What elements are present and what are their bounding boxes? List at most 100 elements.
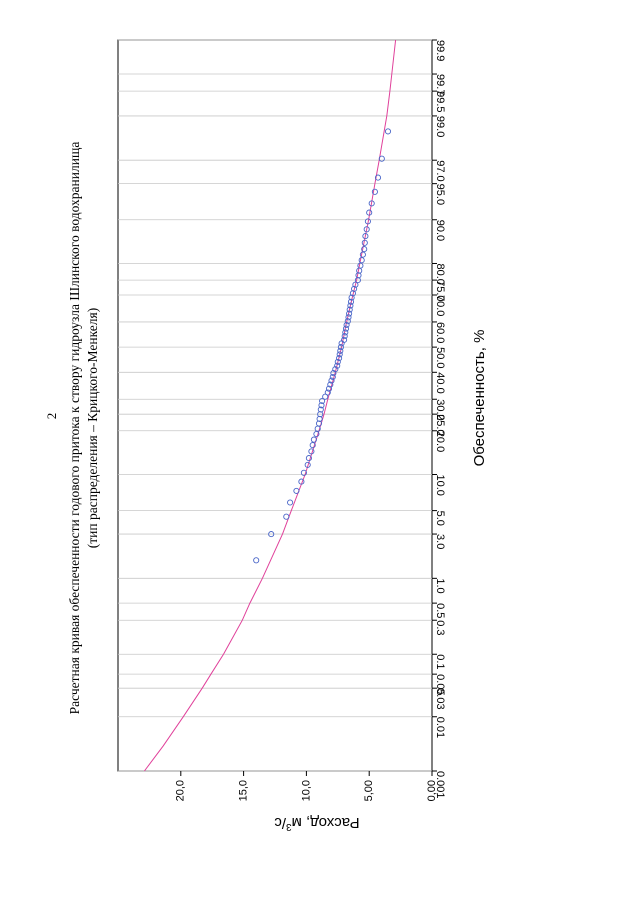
y-tick-label: 10,0 bbox=[300, 780, 312, 801]
x-tick-label: 99.7 bbox=[434, 74, 446, 95]
x-tick-label: 0.01 bbox=[434, 717, 446, 738]
empirical-data-point bbox=[317, 411, 324, 418]
empirical-data-point bbox=[378, 155, 385, 162]
y-tick-label: 15,0 bbox=[238, 780, 250, 801]
x-tick-label: 3.0 bbox=[434, 534, 446, 549]
empirical-data-point bbox=[344, 318, 351, 325]
empirical-data-point bbox=[324, 389, 331, 396]
x-tick-label: 60.0 bbox=[434, 322, 446, 343]
empirical-data-point bbox=[371, 188, 378, 195]
empirical-data-point bbox=[359, 251, 366, 258]
empirical-data-point bbox=[293, 487, 300, 494]
empirical-data-point bbox=[366, 209, 373, 216]
empirical-data-point bbox=[346, 310, 353, 317]
x-tick-label: 50.0 bbox=[434, 347, 446, 368]
x-tick-label: 10.0 bbox=[434, 474, 446, 495]
empirical-data-point bbox=[298, 478, 305, 485]
x-tick-label: 80.0 bbox=[434, 263, 446, 284]
empirical-data-point bbox=[336, 351, 343, 358]
x-tick-label: 1.0 bbox=[434, 578, 446, 593]
y-axis-label: Расход, м3/с bbox=[274, 814, 360, 832]
empirical-data-point bbox=[362, 233, 369, 240]
empirical-data-point bbox=[357, 262, 364, 269]
empirical-data-point bbox=[305, 455, 312, 462]
empirical-data-point bbox=[337, 347, 344, 354]
x-tick-label: 0.05 bbox=[434, 674, 446, 695]
x-tick-label: 95.0 bbox=[434, 184, 446, 205]
empirical-data-point bbox=[341, 333, 348, 340]
x-tick-label: 0.1 bbox=[434, 654, 446, 669]
empirical-data-point bbox=[341, 336, 348, 343]
empirical-data-point bbox=[308, 448, 315, 455]
y-axis-label-main: Расход, м bbox=[292, 814, 360, 831]
x-tick-label: 99.0 bbox=[434, 116, 446, 137]
empirical-data-point bbox=[347, 298, 355, 305]
empirical-data-point bbox=[334, 358, 341, 365]
empirical-data-point bbox=[364, 218, 371, 225]
x-tick-label: 5.0 bbox=[434, 511, 446, 526]
empirical-data-point bbox=[327, 381, 334, 388]
empirical-data-point bbox=[384, 128, 392, 135]
empirical-data-point bbox=[352, 281, 359, 288]
y-axis-label-tail: /с bbox=[274, 814, 286, 831]
page-number: 2 bbox=[44, 413, 59, 420]
y-axis-label-superscript: 3 bbox=[286, 821, 292, 832]
y-axis-ticks: 0,00 5,00 10,0 15,0 20,0 bbox=[175, 771, 438, 801]
empirical-data-point bbox=[334, 362, 341, 369]
x-tick-label: 75.0 bbox=[434, 280, 446, 301]
empirical-data-point bbox=[325, 385, 333, 392]
empirical-data-point bbox=[355, 272, 362, 279]
x-tick-label: 30.0 bbox=[434, 399, 446, 420]
x-tick-label: 40.0 bbox=[434, 372, 446, 393]
empirical-data-point bbox=[374, 174, 382, 181]
empirical-data-point bbox=[283, 513, 290, 520]
empirical-data-point bbox=[253, 557, 260, 564]
x-axis-ticks: 0.001 0.01 0.030.05 0.1 0.3 0.5 1.0 3.0 5.0 10.0 2… bbox=[432, 39, 446, 799]
page-header: 2 Расчетная кривая обеспеченности годово… bbox=[44, 142, 100, 715]
empirical-data-point bbox=[351, 285, 358, 292]
empirical-data-point bbox=[345, 314, 352, 321]
empirical-data-point bbox=[287, 499, 294, 506]
svg-text:Расход, м3/с: Расход, м3/с bbox=[274, 814, 360, 832]
plot-area bbox=[117, 39, 433, 772]
x-tick-label: 99.9 bbox=[434, 40, 446, 61]
empirical-data-point bbox=[361, 239, 368, 246]
empirical-points-layer bbox=[253, 128, 392, 564]
empirical-data-point bbox=[329, 373, 336, 381]
empirical-data-point bbox=[309, 442, 316, 449]
empirical-data-point bbox=[319, 397, 326, 405]
x-tick-label: 97.0 bbox=[434, 160, 446, 181]
empirical-data-point bbox=[349, 290, 356, 297]
chart-subtitle: (тип распределения – Крицкого-Менкеля) bbox=[85, 308, 100, 548]
x-tick-label: 90.0 bbox=[434, 220, 446, 241]
empirical-data-point bbox=[310, 436, 317, 443]
x-tick-label: 0.3 bbox=[434, 620, 446, 635]
x-tick-label: 0.03 bbox=[434, 688, 446, 709]
empirical-data-point bbox=[342, 329, 349, 336]
empirical-data-point bbox=[316, 415, 323, 422]
y-tick-label: 5,00 bbox=[363, 780, 375, 801]
x-tick-label: 70.0 bbox=[434, 295, 446, 316]
x-gridlines bbox=[118, 39, 432, 772]
y-tick-label: 0,00 bbox=[426, 780, 438, 801]
x-tick-label: 0.5 bbox=[434, 603, 446, 618]
empirical-data-point bbox=[300, 469, 307, 476]
empirical-data-point bbox=[346, 306, 353, 313]
empirical-data-point bbox=[368, 200, 375, 207]
empirical-data-point bbox=[322, 393, 329, 400]
empirical-data-point bbox=[332, 366, 339, 373]
theoretical-curve-line bbox=[143, 39, 397, 772]
empirical-data-point bbox=[304, 461, 311, 468]
empirical-data-point bbox=[315, 420, 323, 427]
x-tick-label: 99.5 bbox=[434, 91, 446, 112]
empirical-data-point bbox=[347, 302, 354, 309]
empirical-data-point bbox=[317, 406, 324, 413]
x-tick-label: 25.0 bbox=[434, 414, 446, 435]
x-tick-label: 20.0 bbox=[434, 431, 446, 452]
x-axis-label: Обеспеченность, % bbox=[471, 330, 488, 467]
empirical-data-point bbox=[342, 325, 350, 332]
x-tick-label: 0.001 bbox=[434, 771, 446, 799]
empirical-data-point bbox=[328, 377, 335, 384]
